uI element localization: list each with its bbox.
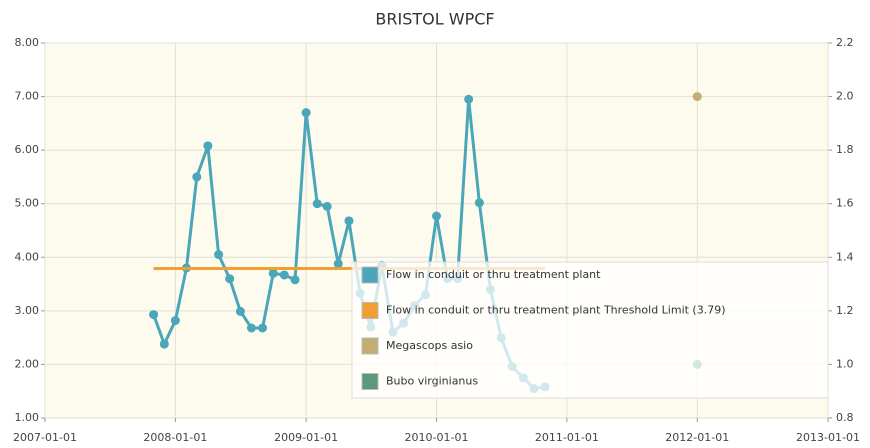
y-tick-label: 8.00 [15,36,40,49]
y-tick-label: 5.00 [15,197,40,210]
legend-swatch [361,373,379,390]
data-point [333,259,343,269]
y-tick-label: 4.00 [15,250,40,263]
y2-tick-label: 1.2 [836,304,854,317]
y-tick-label: 6.00 [15,143,40,156]
y-tick-label: 1.00 [15,411,40,424]
x-tick-label: 2013-01-01 [796,431,860,444]
data-point [149,310,159,320]
y2-tick-label: 1.6 [836,197,854,210]
y-tick-label: 2.00 [15,357,40,370]
legend-swatch [361,302,379,319]
x-tick-label: 2010-01-01 [405,431,469,444]
data-point [192,172,202,182]
data-point [344,216,354,226]
data-point [203,141,213,151]
y-tick-label: 7.00 [15,90,40,103]
legend-label: Bubo virginianus [386,375,478,388]
legend-label: Megascops asio [386,339,473,352]
y2-tick-label: 1.0 [836,357,854,370]
data-point [301,108,311,118]
data-point [474,198,484,208]
data-point [692,92,702,102]
legend-box [351,261,829,399]
legend-label: Flow in conduit or thru treatment plant [386,268,601,281]
data-point [322,201,332,211]
data-point [214,250,224,260]
legend-label: Flow in conduit or thru treatment plant … [386,304,726,317]
y2-tick-label: 0.8 [836,411,854,424]
x-tick-label: 2011-01-01 [535,431,599,444]
data-point [268,268,278,278]
y2-tick-label: 2.2 [836,36,854,49]
x-tick-label: 2008-01-01 [143,431,207,444]
x-tick-label: 2012-01-01 [665,431,729,444]
data-point [290,275,300,285]
data-point [170,316,180,325]
legend-swatch [361,266,379,284]
data-point [235,306,245,316]
x-tick-label: 2009-01-01 [274,431,338,444]
y2-tick-label: 1.8 [836,143,854,156]
legend: Flow in conduit or thru treatment plant F… [351,261,829,399]
data-point [225,274,235,284]
chart-title: BRISTOL WPCF [375,10,494,29]
y2-tick-label: 1.4 [836,250,854,263]
y-tick-label: 3.00 [15,304,40,317]
data-point [432,211,441,221]
data-point [312,199,322,209]
data-point [464,94,474,104]
legend-swatch [361,337,379,355]
data-point [258,323,268,333]
y2-tick-label: 2.0 [836,90,854,103]
x-tick-label: 2007-01-01 [13,431,77,444]
data-point [159,339,169,349]
data-point [279,270,289,280]
data-point [246,323,256,333]
